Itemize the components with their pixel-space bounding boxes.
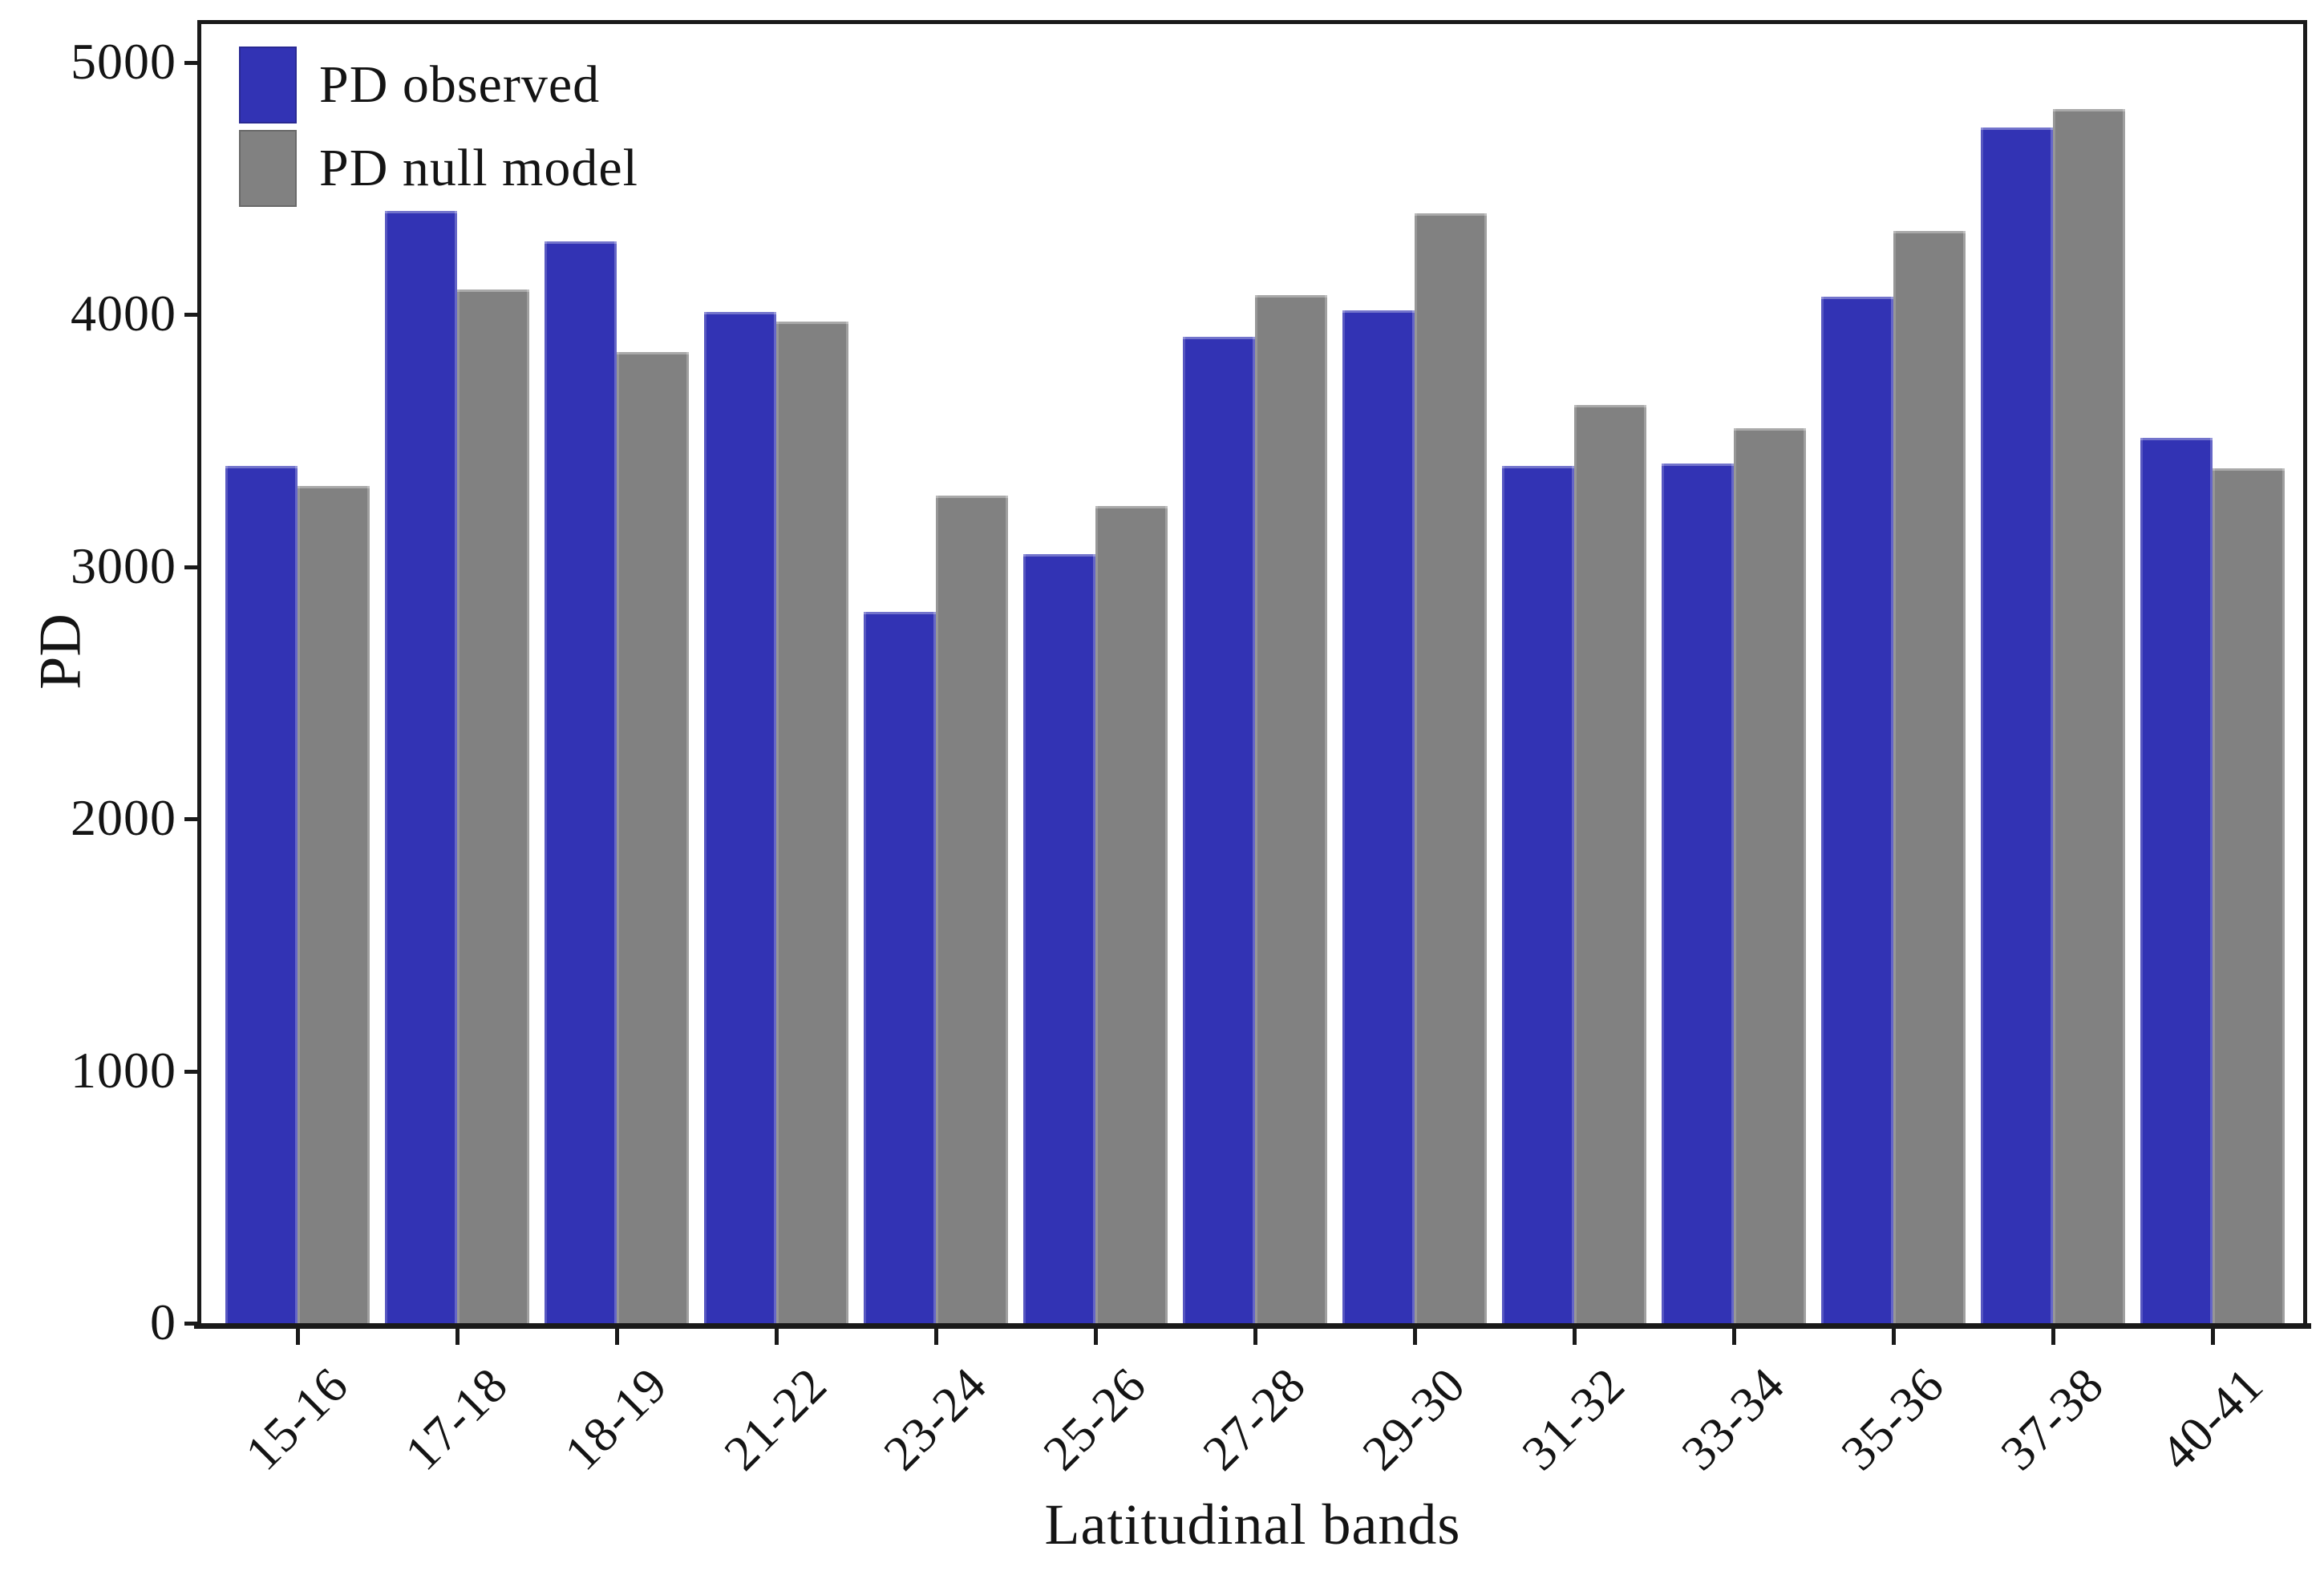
legend-swatch-null-model <box>239 130 297 207</box>
bar-null-model-21-22 <box>776 322 848 1323</box>
bar-null-model-40-41 <box>2213 468 2285 1323</box>
y-axis-title: PD <box>27 613 94 690</box>
bar-observed-27-28 <box>1183 337 1255 1323</box>
y-tick-0 <box>184 1322 199 1326</box>
legend-swatch-observed <box>239 47 297 123</box>
bar-observed-25-26 <box>1023 554 1095 1323</box>
x-tick-33-34 <box>1732 1329 1736 1345</box>
bar-null-model-35-36 <box>1893 231 1966 1323</box>
y-tick-label-5000: 5000 <box>71 32 176 90</box>
bar-null-model-27-28 <box>1255 295 1327 1323</box>
x-tick-27-28 <box>1253 1329 1257 1345</box>
bar-observed-17-18 <box>385 211 457 1323</box>
bar-observed-40-41 <box>2140 438 2213 1323</box>
y-tick-3000 <box>184 565 199 569</box>
bar-null-model-15-16 <box>298 486 370 1323</box>
bar-observed-33-34 <box>1662 464 1734 1323</box>
y-tick-label-2000: 2000 <box>71 789 176 846</box>
y-tick-label-0: 0 <box>150 1294 176 1350</box>
x-tick-15-16 <box>296 1329 300 1345</box>
right-border-line <box>2303 20 2307 1327</box>
x-tick-29-30 <box>1413 1329 1417 1345</box>
bar-observed-35-36 <box>1821 297 1893 1323</box>
x-axis-title: Latitudinal bands <box>1044 1492 1461 1557</box>
x-tick-35-36 <box>1892 1329 1896 1345</box>
y-tick-2000 <box>184 817 199 821</box>
x-tick-label-18-19: 18-19 <box>554 1357 678 1481</box>
x-tick-label-33-34: 33-34 <box>1671 1357 1796 1481</box>
x-tick-label-21-22: 21-22 <box>714 1357 838 1481</box>
x-tick-label-37-38: 37-38 <box>1990 1357 2115 1481</box>
y-tick-label-4000: 4000 <box>71 285 176 342</box>
bar-observed-15-16 <box>225 466 298 1323</box>
bar-null-model-29-30 <box>1415 213 1487 1323</box>
x-tick-label-35-36: 35-36 <box>1831 1357 1955 1481</box>
legend-label-observed: PD observed <box>319 55 601 114</box>
x-tick-label-15-16: 15-16 <box>235 1357 359 1481</box>
x-tick-label-23-24: 23-24 <box>873 1357 998 1481</box>
y-tick-label-3000: 3000 <box>71 536 176 594</box>
bar-observed-18-19 <box>545 241 617 1323</box>
y-axis-line <box>197 20 201 1327</box>
x-tick-label-31-32: 31-32 <box>1512 1357 1636 1481</box>
y-tick-5000 <box>184 60 199 65</box>
x-tick-18-19 <box>615 1329 619 1345</box>
bar-null-model-37-38 <box>2053 109 2125 1323</box>
y-tick-1000 <box>184 1069 199 1074</box>
bar-null-model-31-32 <box>1574 405 1646 1323</box>
x-tick-label-27-28: 27-28 <box>1192 1357 1317 1481</box>
x-tick-37-38 <box>2051 1329 2055 1345</box>
bar-null-model-33-34 <box>1734 428 1806 1323</box>
x-tick-label-25-26: 25-26 <box>1033 1357 1157 1481</box>
x-tick-25-26 <box>1094 1329 1098 1345</box>
bar-observed-21-22 <box>704 312 776 1323</box>
bar-null-model-17-18 <box>457 289 529 1323</box>
x-tick-40-41 <box>2211 1329 2215 1345</box>
bar-null-model-18-19 <box>617 352 689 1323</box>
bar-null-model-25-26 <box>1095 506 1168 1323</box>
x-tick-21-22 <box>775 1329 779 1345</box>
x-tick-31-32 <box>1573 1329 1577 1345</box>
x-tick-17-18 <box>455 1329 460 1345</box>
top-border-line <box>197 20 2307 24</box>
y-tick-label-1000: 1000 <box>71 1041 176 1099</box>
bar-observed-23-24 <box>864 612 936 1323</box>
bar-observed-29-30 <box>1342 310 1415 1323</box>
legend-label-null-model: PD null model <box>319 139 639 197</box>
x-axis-line <box>194 1323 2311 1329</box>
y-tick-4000 <box>184 313 199 317</box>
bar-null-model-23-24 <box>936 496 1008 1323</box>
plot-area <box>199 20 2307 1323</box>
x-tick-label-40-41: 40-41 <box>2150 1357 2274 1481</box>
bar-observed-37-38 <box>1981 128 2053 1323</box>
x-tick-label-29-30: 29-30 <box>1352 1357 1476 1481</box>
x-tick-label-17-18: 17-18 <box>395 1357 519 1481</box>
bar-observed-31-32 <box>1502 466 1574 1323</box>
x-tick-23-24 <box>934 1329 938 1345</box>
